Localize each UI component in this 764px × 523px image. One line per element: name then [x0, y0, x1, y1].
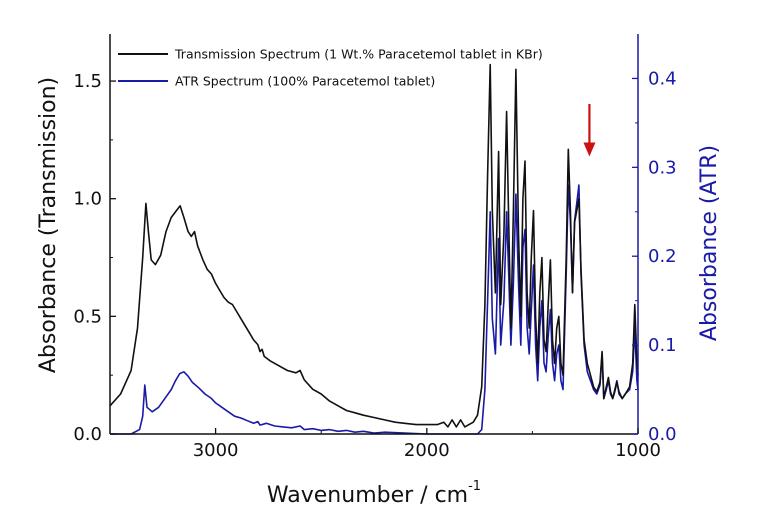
left-y-tick-label-3: 1.5: [73, 71, 102, 92]
left-y-tick-label-1: 0.5: [73, 306, 102, 327]
transmission-series-line: [109, 63, 639, 428]
x-axis-ticks: 3000 2000 1000: [109, 428, 661, 461]
right-y-tick-label-0: 0.0: [648, 424, 677, 445]
left-y-axis-ticks: 0.0 0.5 1.0 1.5: [73, 71, 116, 445]
x-axis-title: Wavenumber / cm-1: [267, 479, 481, 508]
left-y-tick-label-0: 0.0: [73, 424, 102, 445]
x-tick-label-1: 2000: [404, 440, 450, 461]
right-y-tick-label-1: 0.1: [648, 335, 677, 356]
left-y-tick-label-2: 1.0: [73, 189, 102, 210]
x-tick-label-0: 3000: [193, 440, 239, 461]
arrow-head: [583, 142, 596, 157]
axes: 3000 2000 1000 0.00.51.01.5 0.00.10.20.30.…: [73, 34, 677, 461]
legend-label-transmission: Transmission Spectrum (1 Wt.% Paracetemo…: [174, 47, 543, 62]
arrow-annotation: [583, 104, 596, 157]
right-y-tick-label-4: 0.4: [648, 68, 677, 89]
x-tick-label-2: 1000: [615, 440, 661, 461]
legend-label-atr: ATR Spectrum (100% Paracetemol tablet): [175, 74, 435, 89]
plot-area: [109, 63, 639, 435]
x-axis-title-superscript: -1: [468, 479, 481, 494]
right-y-axis-ticks: 0.0 0.1 0.2 0.3 0.4: [632, 68, 677, 445]
right-y-tick-label-2: 0.2: [648, 246, 677, 267]
legend: Transmission Spectrum (1 Wt.% Paracetemo…: [118, 47, 543, 89]
right-y-axis-title: Absorbance (ATR): [697, 145, 722, 341]
left-y-axis-title: Absorbance (Transmission): [36, 77, 61, 373]
atr-series-line: [110, 184, 639, 435]
right-y-tick-label-3: 0.3: [648, 157, 677, 178]
x-axis-title-main: Wavenumber / cm: [267, 483, 468, 508]
